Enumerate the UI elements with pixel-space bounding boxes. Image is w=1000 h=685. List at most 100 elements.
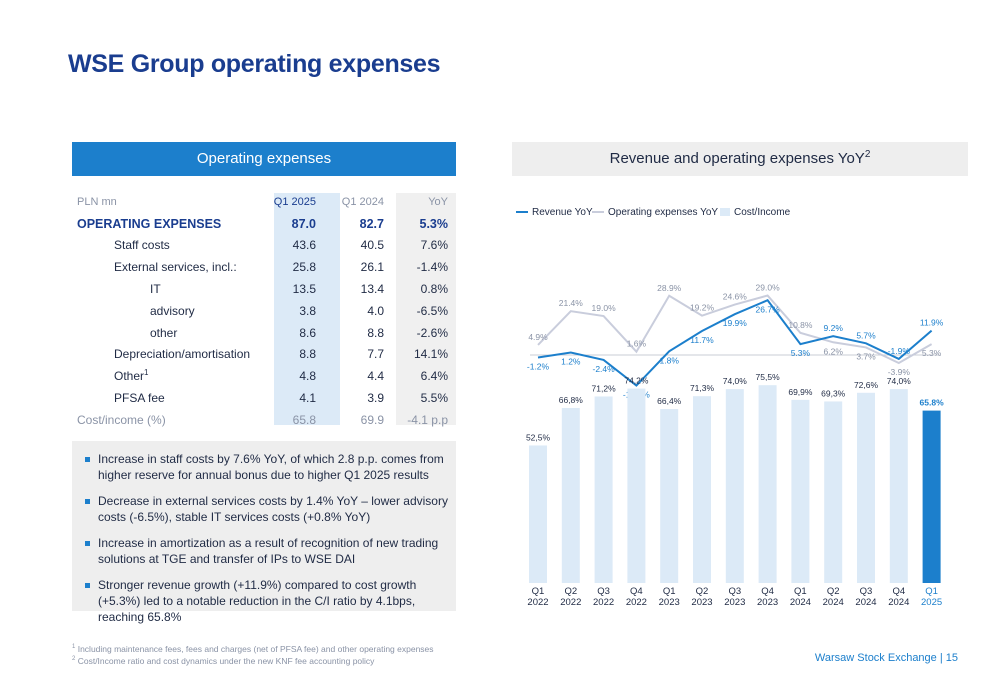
category-quarter-label: Q1 — [794, 586, 807, 597]
opex-yoy-label: 4.9% — [528, 332, 548, 342]
row-label-text: Staff costs — [114, 238, 170, 253]
cost-income-label: 74,2% — [624, 376, 649, 386]
category-year-label: 2023 — [691, 597, 712, 608]
category-quarter-label: Q2 — [696, 586, 709, 597]
cost-income-bar — [693, 396, 711, 583]
table-row-it: IT 13.5 13.4 0.8% — [72, 278, 456, 300]
revenue-yoy-label: -2.4% — [592, 364, 615, 374]
table-row-other-external: other 8.6 8.8 -2.6% — [72, 322, 456, 344]
category-year-label: 2025 — [921, 597, 942, 608]
commentary-item: Stronger revenue growth (+11.9%) compare… — [82, 577, 450, 625]
cost-income-label: 74,0% — [887, 376, 912, 386]
category-quarter-label: Q3 — [728, 586, 741, 597]
cost-income-bar — [824, 401, 843, 583]
row-value-c3: 5.5% — [420, 391, 448, 406]
cost-income-label: 52,5% — [526, 432, 551, 442]
cost-income-bar — [561, 407, 580, 583]
table-row-depreciation: Depreciation/amortisation 8.8 7.7 14.1% — [72, 344, 456, 366]
row-value-c2: 26.1 — [360, 260, 384, 275]
row-value-c2: 4.4 — [367, 369, 384, 384]
row-label: External services, incl.: — [72, 256, 254, 278]
commentary-box: Increase in staff costs by 7.6% YoY, of … — [72, 441, 456, 624]
row-label: IT — [72, 278, 254, 300]
row-label-text: OPERATING EXPENSES — [77, 216, 222, 231]
cost-income-bar — [660, 409, 679, 583]
cost-income-bar — [857, 392, 875, 583]
cost-income-bar — [922, 410, 941, 583]
cost-income-bar — [594, 396, 613, 583]
legend-revenue-swatch — [516, 211, 528, 214]
footnote-1-sup: 1 — [72, 644, 76, 651]
row-value-c3: 6.4% — [420, 369, 448, 384]
footer-page-number: Warsaw Stock Exchange | 15 — [814, 652, 958, 664]
cost-income-label: 71,2% — [592, 383, 617, 393]
cost-income-label: 65.8% — [920, 398, 945, 408]
revenue-yoy-label: 11.7% — [690, 335, 714, 345]
row-label-sup: 1 — [144, 368, 149, 378]
category-year-label: 2024 — [888, 597, 909, 608]
cost-income-bar — [627, 388, 646, 583]
legend-revenue-label: Revenue YoY — [532, 207, 593, 218]
category-year-label: 2022 — [560, 597, 581, 608]
row-label: Staff costs — [72, 235, 254, 257]
row-value-c1: 87.0 — [291, 216, 316, 231]
opex-yoy-label: 6.2% — [824, 346, 844, 356]
opex-yoy-label: 10.8% — [788, 320, 813, 330]
table-header-yoy: YoY — [428, 195, 448, 208]
opex-yoy-line — [537, 294, 933, 365]
table-row-other: Other1 4.8 4.4 6.4% — [72, 365, 456, 387]
category-year-label: 2022 — [626, 597, 647, 608]
cost-income-bar — [889, 389, 908, 583]
category-quarter-label: Q4 — [892, 586, 905, 597]
cost-income-bar — [725, 389, 744, 583]
row-value-c1: 13.5 — [292, 282, 316, 297]
commentary-item: Decrease in external services costs by 1… — [82, 493, 450, 525]
row-value-c2: 8.8 — [367, 325, 384, 340]
legend-opex-label: Operating expenses YoY — [608, 207, 719, 218]
commentary-list: Increase in staff costs by 7.6% YoY, of … — [82, 451, 450, 625]
opex-yoy-label: 24.6% — [723, 292, 748, 302]
row-label-text: Cost/income (%) — [77, 412, 166, 427]
category-quarter-label: Q1 — [925, 586, 938, 597]
row-value-c1: 25.8 — [292, 260, 316, 275]
category-year-label: 2024 — [790, 597, 811, 608]
revenue-yoy-label: 26.7% — [756, 304, 781, 314]
row-label-text: External services, incl.: — [114, 260, 237, 275]
opex-yoy-label: 19.0% — [592, 303, 617, 313]
opex-yoy-label: 5.3% — [922, 348, 942, 358]
row-label: other — [72, 322, 254, 344]
table-row-operating-expenses: OPERATING EXPENSES 87.0 82.7 5.3% — [72, 213, 456, 235]
row-value-c1: 43.6 — [292, 238, 316, 253]
category-year-label: 2022 — [527, 597, 548, 608]
cost-income-bar — [791, 399, 810, 583]
footnote-2-text: Cost/Income ratio and cost dynamics unde… — [77, 656, 375, 666]
row-value-c3: -1.4% — [416, 260, 448, 275]
yoy-chart: -1.2%1.2%-2.4%-14.9%1.8%11.7%19.9%26.7%5… — [526, 283, 945, 608]
table-header-row: PLN mn Q1 2025 Q1 2024 YoY — [72, 191, 456, 213]
category-year-label: 2024 — [855, 597, 876, 608]
category-year-label: 2024 — [823, 597, 844, 608]
table-unit-label: PLN mn — [77, 195, 117, 208]
revenue-yoy-label: 1.2% — [561, 357, 581, 367]
row-value-c3: 0.8% — [420, 282, 448, 297]
footnote-1: 1 Including maintenance fees, fees and c… — [72, 644, 434, 654]
row-value-c3: 7.6% — [420, 238, 448, 253]
row-value-c3: -2.6% — [416, 325, 448, 340]
revenue-yoy-label: 11.9% — [920, 318, 944, 328]
row-label-text: advisory — [150, 303, 195, 318]
table-row-cost-income: Cost/income (%) 65.8 69.9 -4.1 p.p — [72, 409, 456, 431]
row-value-c1: 4.1 — [299, 391, 316, 406]
cost-income-bar — [529, 445, 547, 583]
table-row-pfsa-fee: PFSA fee 4.1 3.9 5.5% — [72, 387, 456, 409]
q1-2025-column-highlight — [274, 193, 340, 425]
commentary-item: Increase in staff costs by 7.6% YoY, of … — [82, 451, 450, 483]
cost-income-label: 72,6% — [854, 380, 879, 390]
cost-income-label: 71,3% — [690, 383, 715, 393]
category-year-label: 2022 — [593, 597, 614, 608]
legend-cost-income: Cost/Income — [720, 207, 790, 218]
opex-yoy-label: 19.2% — [690, 303, 715, 313]
row-label: Depreciation/amortisation — [72, 344, 254, 366]
category-quarter-label: Q3 — [597, 586, 610, 597]
cost-income-label: 75,5% — [756, 372, 781, 382]
opex-yoy-label: 3.7% — [856, 351, 876, 361]
